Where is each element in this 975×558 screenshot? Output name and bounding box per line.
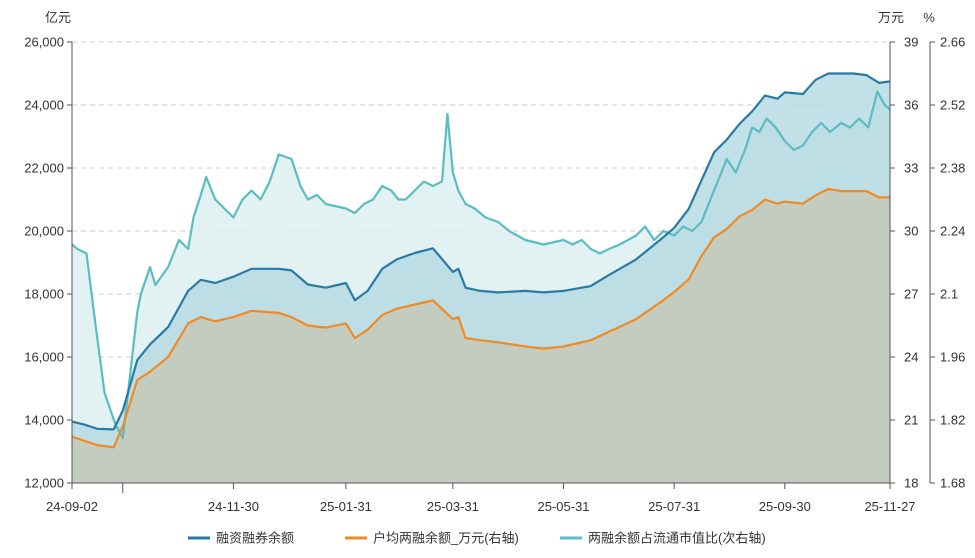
legend-label: 户均两融余额_万元(右轴) (373, 531, 519, 546)
y-tick-label: 18 (904, 476, 918, 491)
y-tick-label: 2.38 (940, 161, 965, 176)
series-areas (72, 73, 890, 483)
series-area (72, 189, 890, 483)
series-line (71, 90, 891, 440)
legend-item: 两融余额占流通市值比(次右轴) (560, 531, 766, 546)
y-tick-label: 24,000 (24, 98, 64, 113)
y-tick-label: 16,000 (24, 350, 64, 365)
legend-label: 两融余额占流通市值比(次右轴) (588, 531, 766, 546)
y-tick-label: 1.68 (940, 476, 965, 491)
y-tick-label: 30 (904, 224, 918, 239)
y-tick-label: 2.66 (940, 35, 965, 50)
x-tick-label: 25-07-31 (648, 499, 700, 514)
secondary-right-axis-unit: % (923, 10, 935, 25)
axes: 12,000 14,000 16,000 18,000 20,000 22,000 24,0… (24, 35, 965, 515)
y-tick-label: 33 (904, 161, 918, 176)
y-tick-label: 36 (904, 98, 918, 113)
y-tick-label: 1.82 (940, 413, 965, 428)
unit-labels: 亿元 万元% (45, 10, 935, 25)
y-tick-label: 20,000 (24, 224, 64, 239)
series-line (71, 187, 890, 449)
x-tick-label: 24-09-02 (46, 499, 98, 514)
x-tick-label: 25-11-27 (864, 499, 915, 514)
series-line (71, 72, 891, 431)
y-tick-label: 2.24 (940, 224, 965, 239)
y-tick-label: 26,000 (24, 35, 64, 50)
y-tick-label: 18,000 (24, 287, 64, 302)
right-axis-unit: 万元 (878, 10, 904, 25)
series-lines (71, 72, 891, 449)
y-tick-label: 2.52 (940, 98, 965, 113)
y-tick-label: 14,000 (24, 413, 64, 428)
y-tick-label: 39 (904, 35, 918, 50)
y-tick-label: 24 (904, 350, 918, 365)
x-tick-label: 25-09-30 (759, 499, 811, 514)
y-tick-label: 1.96 (940, 350, 965, 365)
legend: 融资融券余额 户均两融余额_万元(右轴) 两融余额占流通市值比(次右轴) (188, 531, 766, 546)
x-tick-label: 24-11-30 (208, 499, 259, 514)
y-tick-label: 22,000 (24, 161, 64, 176)
y-tick-label: 21 (904, 413, 918, 428)
y-tick-label: 12,000 (24, 476, 64, 491)
x-tick-label: 25-03-31 (427, 499, 479, 514)
legend-label: 融资融券余额 (216, 531, 294, 546)
legend-item: 户均两融余额_万元(右轴) (345, 531, 519, 546)
x-tick-label: 25-01-31 (320, 499, 372, 514)
x-tick-label: 25-05-31 (538, 499, 590, 514)
legend-item: 融资融券余额 (188, 531, 294, 546)
y-tick-label: 27 (904, 287, 918, 302)
left-axis-unit: 亿元 (45, 10, 71, 25)
y-tick-label: 2.1 (940, 287, 958, 302)
